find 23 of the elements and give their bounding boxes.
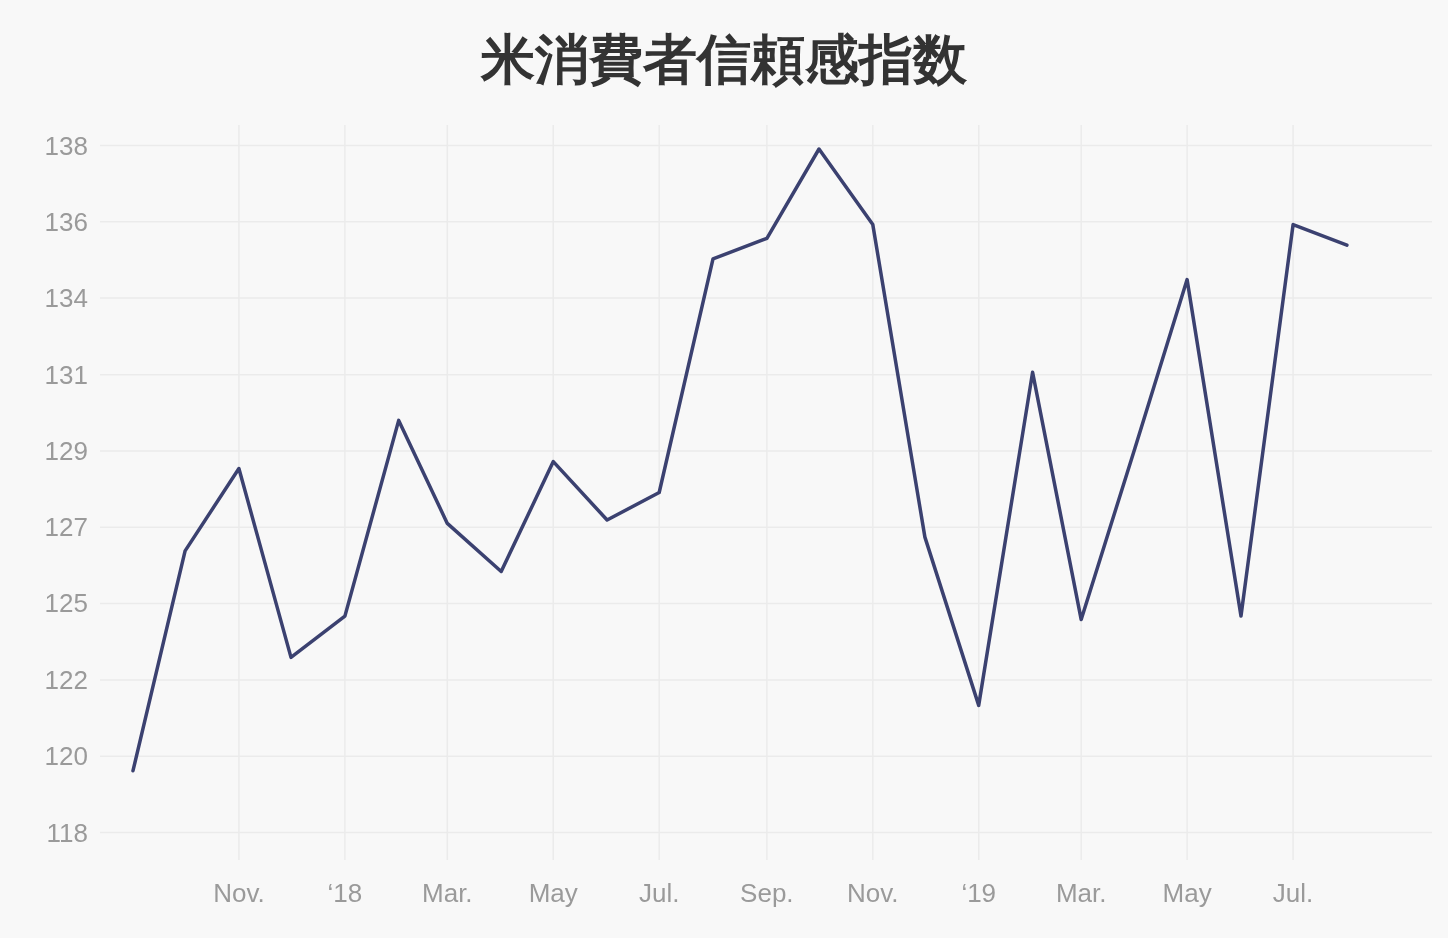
x-tick-label: Nov. bbox=[847, 878, 899, 908]
y-tick-label: 125 bbox=[44, 588, 88, 619]
y-tick-label: 138 bbox=[44, 130, 88, 161]
x-tick-label: May bbox=[1162, 878, 1212, 908]
y-tick-label: 129 bbox=[44, 435, 88, 466]
line-series bbox=[131, 147, 1349, 773]
x-tick-label: Mar. bbox=[422, 878, 473, 908]
x-tick-label: ‘18 bbox=[327, 878, 363, 908]
x-tick-label: Nov. bbox=[213, 878, 265, 908]
x-tick-label: Sep. bbox=[740, 878, 794, 908]
x-tick-label: Mar. bbox=[1055, 878, 1107, 908]
y-tick-label: 136 bbox=[44, 206, 88, 237]
y-tick-label: 120 bbox=[44, 741, 88, 772]
x-tick-label: Jul. bbox=[638, 878, 680, 908]
x-tick-label: Jul. bbox=[1272, 878, 1314, 908]
y-tick-label: 122 bbox=[44, 665, 88, 696]
y-tick-label: 118 bbox=[46, 817, 88, 848]
y-tick-label: 131 bbox=[44, 359, 88, 390]
x-tick-label: May bbox=[528, 878, 578, 908]
y-tick-label: 134 bbox=[44, 283, 88, 314]
y-tick-label: 127 bbox=[44, 512, 88, 543]
x-tick-label: ‘19 bbox=[961, 878, 997, 908]
chart-title: 米消費者信頼感指数 bbox=[480, 29, 968, 89]
